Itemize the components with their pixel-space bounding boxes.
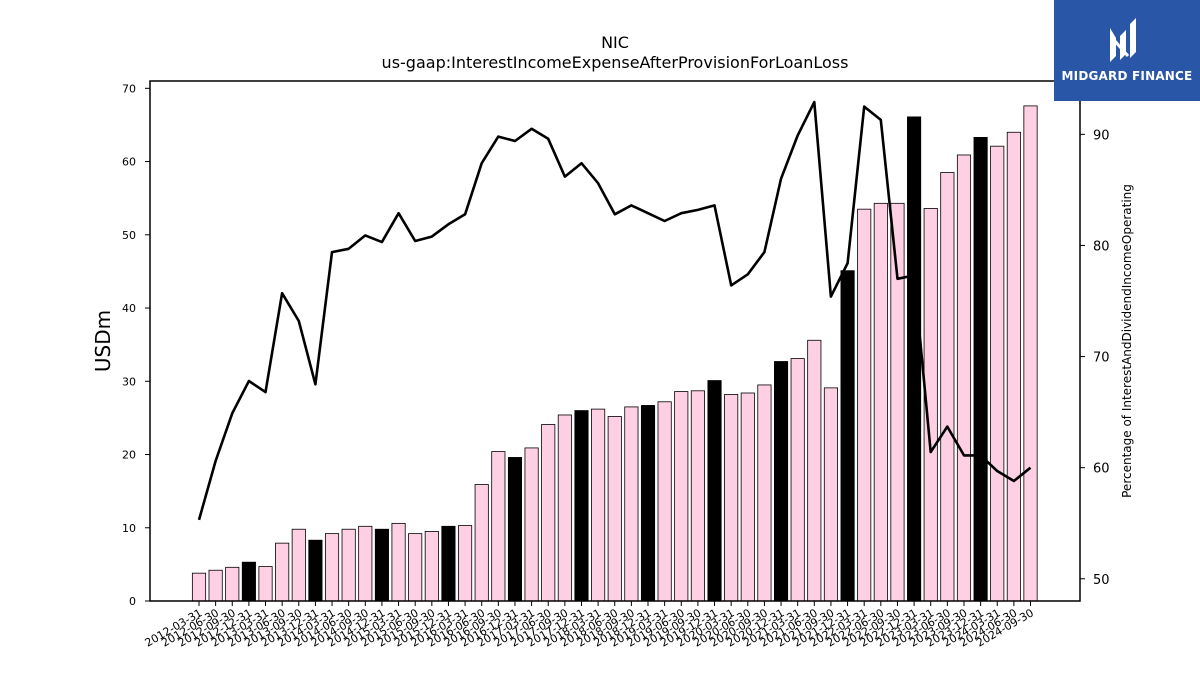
bar [707,380,722,602]
bar [1006,131,1021,602]
bar [907,116,922,602]
bar [208,569,223,602]
bar [225,566,240,602]
y2-tick-label: 50 [1093,573,1110,588]
y2-tick-label: 80 [1093,239,1110,254]
y2-axis: 50 60 70 80 90 [1080,128,1110,588]
y2-tick-label: 90 [1093,128,1110,143]
chart-title: NIC [601,33,629,52]
bar [724,394,739,602]
y-tick-label: 70 [122,82,136,95]
brand-logo: MIDGARD FINANCE [1054,0,1200,101]
bar [424,531,439,602]
bar [740,392,755,602]
bar [557,414,572,602]
bar [790,358,805,602]
y-tick-label: 0 [129,595,136,608]
y-tick-label: 40 [122,302,136,315]
bar [441,525,456,602]
bar [973,136,988,602]
bar [408,533,423,602]
bar [524,447,539,602]
bar [640,405,656,602]
bar [308,539,323,602]
bar [990,145,1005,602]
y-tick-label: 30 [122,375,136,388]
y-tick-label: 10 [122,522,136,535]
bar [690,390,705,602]
y-axis-label: USDm [91,310,115,372]
y2-tick-label: 60 [1093,462,1110,477]
brand-name: MIDGARD FINANCE [1061,69,1193,83]
bar [358,525,373,602]
bar [458,525,473,602]
bar [474,484,489,602]
y-axis: 0 10 20 30 40 50 60 70 [122,82,150,608]
bar [823,387,838,602]
bar [624,406,639,602]
bar [890,202,905,602]
bar [324,533,340,602]
bar [241,561,256,602]
bar [857,208,872,602]
bar [774,361,789,602]
bar [840,270,855,602]
bar [674,391,689,602]
bar [258,566,273,602]
bar [607,416,622,602]
bar [374,528,389,602]
bar [275,542,290,602]
bar [940,172,955,602]
y2-tick-label: 70 [1093,351,1110,366]
bar [541,424,556,602]
bar [491,451,506,602]
y2-axis-label: Percentage of InterestAndDividendIncomeO… [1120,184,1134,498]
bar [341,528,356,602]
bar [757,384,772,602]
line-layer [197,100,1032,521]
bar [191,572,207,602]
bar [873,202,888,602]
series-line [197,100,1032,521]
y-tick-label: 20 [122,449,136,462]
bar [391,522,406,602]
bar [1023,105,1038,602]
bar [291,528,306,602]
bar [956,154,972,602]
x-axis: 2012-03-312012-06-302012-09-302012-12-31… [143,601,1036,650]
y-tick-label: 50 [122,229,136,242]
bar [807,339,822,602]
bar [591,408,606,602]
brand-logo-icon [1110,18,1136,62]
bar [657,401,672,602]
chart-subtitle: us-gaap:InterestIncomeExpenseAfterProvis… [382,53,849,72]
bar [574,410,589,602]
bar [507,457,523,602]
y-tick-label: 60 [122,156,136,169]
